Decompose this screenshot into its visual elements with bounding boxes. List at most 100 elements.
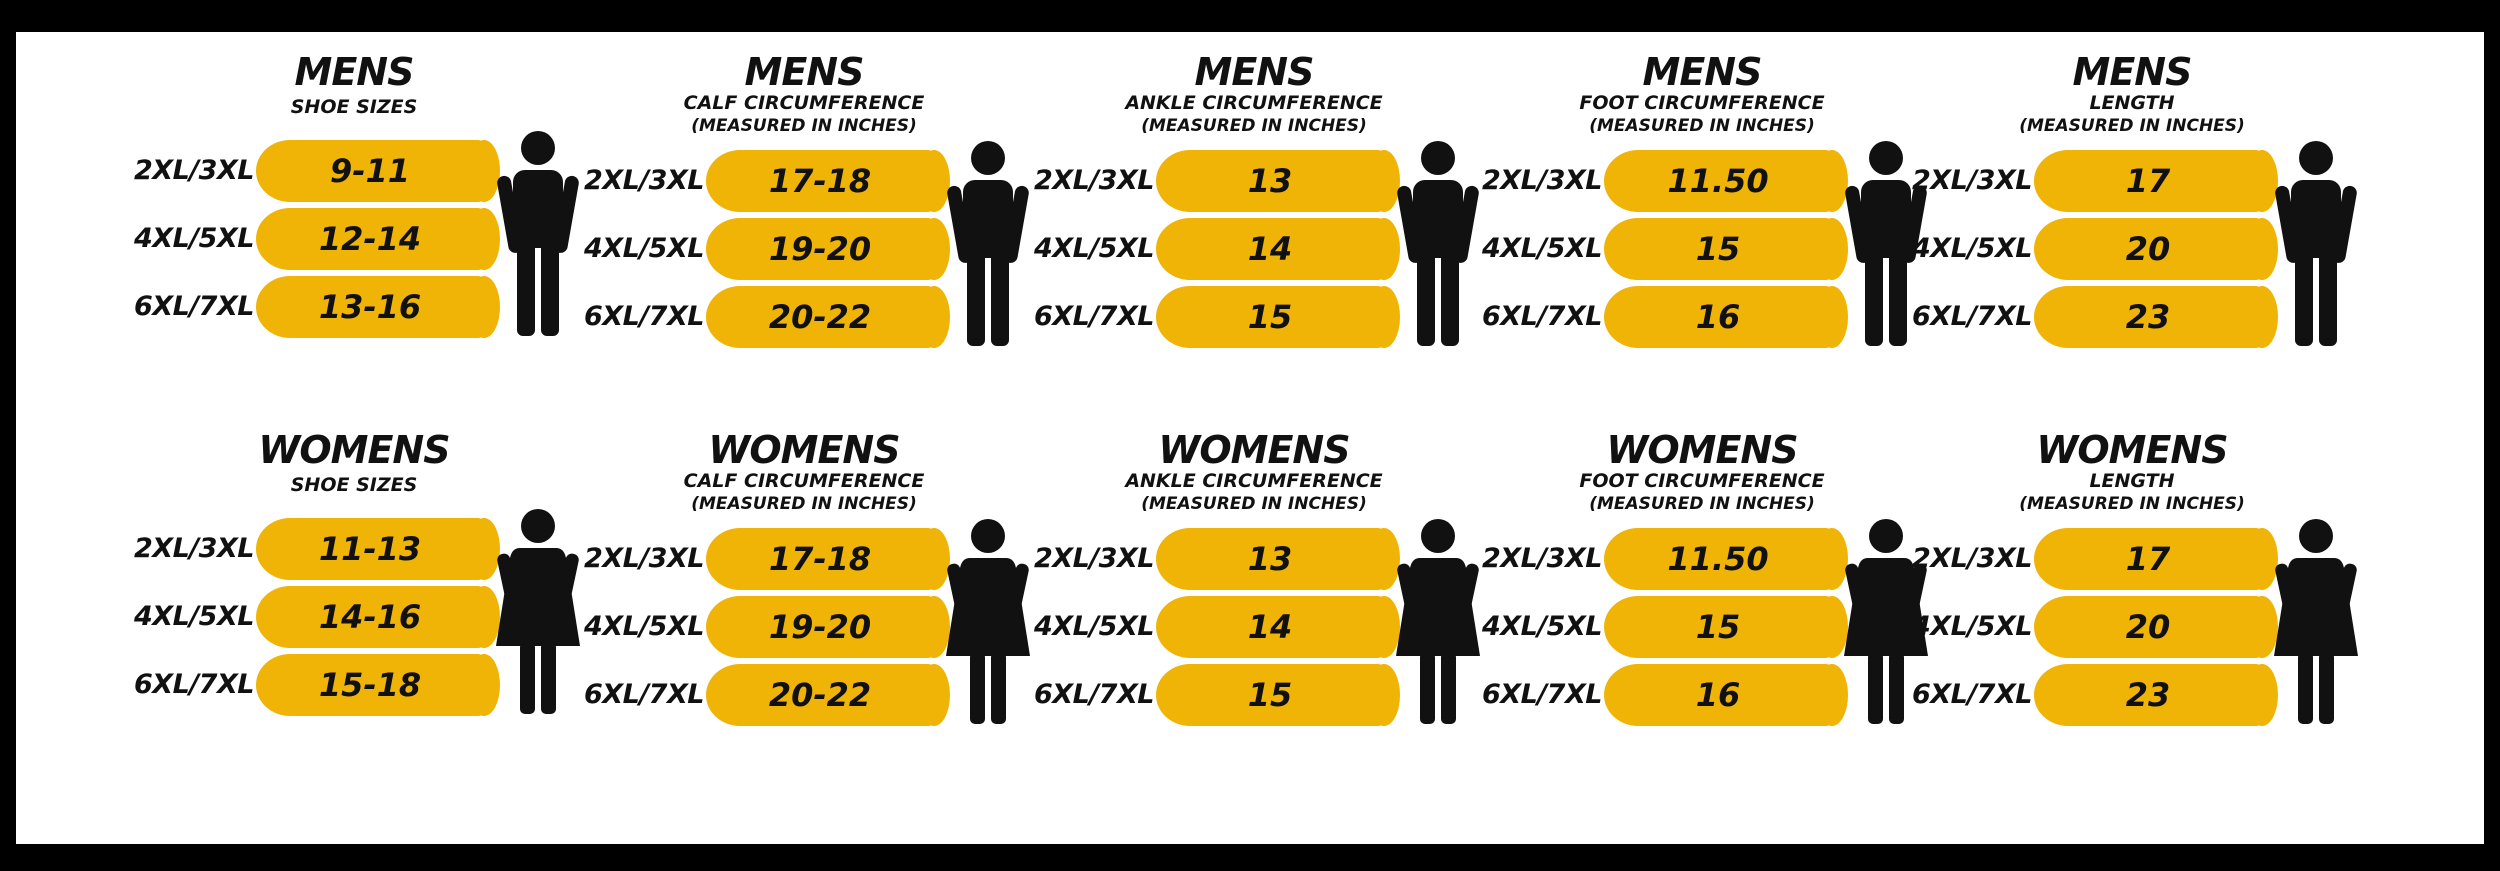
size-label: 2XL/3XL bbox=[1912, 165, 2032, 196]
measurement-value: 14-16 bbox=[318, 598, 422, 636]
size-label: 4XL/5XL bbox=[1034, 233, 1154, 264]
panel-note: (MEASURED IN INCHES) bbox=[1141, 494, 1367, 514]
size-label: 4XL/5XL bbox=[134, 223, 254, 254]
man-figure-icon bbox=[2266, 138, 2366, 348]
measurement-bar: 15 bbox=[1604, 596, 1848, 658]
chart-panel-womens-ankle: WOMENS ANKLE CIRCUMFERENCE (MEASURED IN IN… bbox=[1034, 428, 1480, 758]
panel-note: (MEASURED IN INCHES) bbox=[691, 494, 917, 514]
size-row: 4XL/5XL 12-14 bbox=[134, 208, 500, 270]
size-row: 4XL/5XL 14-16 bbox=[134, 586, 500, 648]
size-row: 4XL/5XL 14 bbox=[1034, 596, 1400, 658]
size-row: 6XL/7XL 20-22 bbox=[584, 664, 950, 726]
size-label: 6XL/7XL bbox=[134, 669, 254, 700]
size-label: 4XL/5XL bbox=[584, 233, 704, 264]
measurement-value: 16 bbox=[1695, 676, 1741, 714]
panel-note: (MEASURED IN INCHES) bbox=[1141, 116, 1367, 136]
measurement-value: 15-18 bbox=[318, 666, 422, 704]
measurement-bar: 20 bbox=[2034, 596, 2278, 658]
measurement-bar: 11.50 bbox=[1604, 528, 1848, 590]
size-row: 6XL/7XL 20-22 bbox=[584, 286, 950, 348]
size-row: 2XL/3XL 13 bbox=[1034, 150, 1400, 212]
measurement-value: 11.50 bbox=[1667, 540, 1769, 578]
measurement-bar: 16 bbox=[1604, 286, 1848, 348]
measurement-value: 15 bbox=[1695, 230, 1741, 268]
size-label: 4XL/5XL bbox=[1482, 233, 1602, 264]
measurement-value: 14 bbox=[1247, 230, 1293, 268]
size-label: 2XL/3XL bbox=[1912, 543, 2032, 574]
measurement-bar: 17 bbox=[2034, 528, 2278, 590]
size-row: 2XL/3XL 17 bbox=[1912, 528, 2278, 590]
panel-title: WOMENS bbox=[1158, 428, 1350, 472]
size-label: 6XL/7XL bbox=[134, 291, 254, 322]
size-row: 2XL/3XL 17-18 bbox=[584, 528, 950, 590]
measurement-bar: 17-18 bbox=[706, 528, 950, 590]
size-label: 4XL/5XL bbox=[584, 611, 704, 642]
measurement-value: 19-20 bbox=[768, 230, 872, 268]
size-label: 4XL/5XL bbox=[1912, 233, 2032, 264]
chart-panel-womens-foot: WOMENS FOOT CIRCUMFERENCE (MEASURED IN INC… bbox=[1482, 428, 1928, 758]
measurement-value: 9-11 bbox=[329, 152, 411, 190]
measurement-bar: 23 bbox=[2034, 286, 2278, 348]
size-row: 2XL/3XL 11.50 bbox=[1482, 528, 1848, 590]
size-label: 6XL/7XL bbox=[1482, 679, 1602, 710]
measurement-value: 20 bbox=[2125, 608, 2171, 646]
measurement-bar: 20-22 bbox=[706, 664, 950, 726]
measurement-bar: 15 bbox=[1156, 286, 1400, 348]
measurement-value: 15 bbox=[1247, 676, 1293, 714]
size-label: 4XL/5XL bbox=[1482, 611, 1602, 642]
size-label: 6XL/7XL bbox=[1482, 301, 1602, 332]
size-row: 2XL/3XL 13 bbox=[1034, 528, 1400, 590]
measurement-bar: 17 bbox=[2034, 150, 2278, 212]
measurement-bar: 15 bbox=[1156, 664, 1400, 726]
woman-figure-icon bbox=[2266, 516, 2366, 726]
size-label: 2XL/3XL bbox=[1034, 165, 1154, 196]
measurement-value: 11-13 bbox=[318, 530, 422, 568]
panel-title: MENS bbox=[744, 50, 865, 94]
size-row: 6XL/7XL 16 bbox=[1482, 286, 1848, 348]
chart-panel-mens-ankle: MENS ANKLE CIRCUMFERENCE (MEASURED IN INCH… bbox=[1034, 50, 1479, 380]
size-label: 6XL/7XL bbox=[1912, 301, 2032, 332]
measurement-value: 23 bbox=[2125, 298, 2171, 336]
size-row: 2XL/3XL 11.50 bbox=[1482, 150, 1848, 212]
size-row: 4XL/5XL 15 bbox=[1482, 218, 1848, 280]
measurement-value: 12-14 bbox=[318, 220, 422, 258]
measurement-bar: 15 bbox=[1604, 218, 1848, 280]
panel-subtitle: ANKLE CIRCUMFERENCE bbox=[1125, 470, 1383, 492]
size-label: 4XL/5XL bbox=[1912, 611, 2032, 642]
panel-subtitle: SHOE SIZES bbox=[290, 96, 418, 118]
woman-figure-icon bbox=[488, 506, 588, 716]
size-label: 6XL/7XL bbox=[584, 301, 704, 332]
size-label: 6XL/7XL bbox=[1034, 301, 1154, 332]
size-row: 6XL/7XL 15-18 bbox=[134, 654, 500, 716]
measurement-bar: 13-16 bbox=[256, 276, 500, 338]
panel-title: MENS bbox=[1194, 50, 1315, 94]
panel-subtitle: SHOE SIZES bbox=[290, 474, 418, 496]
man-figure-icon bbox=[1836, 138, 1936, 348]
panel-subtitle: CALF CIRCUMFERENCE bbox=[683, 92, 925, 114]
measurement-bar: 9-11 bbox=[256, 140, 500, 202]
measurement-bar: 11-13 bbox=[256, 518, 500, 580]
measurement-bar: 16 bbox=[1604, 664, 1848, 726]
measurement-value: 19-20 bbox=[768, 608, 872, 646]
measurement-bar: 13 bbox=[1156, 150, 1400, 212]
panel-note: (MEASURED IN INCHES) bbox=[691, 116, 917, 136]
size-row: 2XL/3XL 17-18 bbox=[584, 150, 950, 212]
panel-title: MENS bbox=[1642, 50, 1763, 94]
panel-title: WOMENS bbox=[708, 428, 900, 472]
measurement-bar: 15-18 bbox=[256, 654, 500, 716]
size-label: 2XL/3XL bbox=[134, 155, 254, 186]
measurement-value: 11.50 bbox=[1667, 162, 1769, 200]
panel-note: (MEASURED IN INCHES) bbox=[2019, 116, 2245, 136]
measurement-value: 20-22 bbox=[768, 676, 872, 714]
size-row: 6XL/7XL 16 bbox=[1482, 664, 1848, 726]
size-row: 4XL/5XL 19-20 bbox=[584, 596, 950, 658]
size-row: 6XL/7XL 15 bbox=[1034, 664, 1400, 726]
size-label: 2XL/3XL bbox=[134, 533, 254, 564]
panel-subtitle: LENGTH bbox=[2089, 470, 2175, 492]
measurement-value: 15 bbox=[1247, 298, 1293, 336]
measurement-bar: 20-22 bbox=[706, 286, 950, 348]
panel-title: WOMENS bbox=[2036, 428, 2228, 472]
measurement-value: 17 bbox=[2125, 540, 2171, 578]
measurement-bar: 19-20 bbox=[706, 596, 950, 658]
size-row: 4XL/5XL 19-20 bbox=[584, 218, 950, 280]
